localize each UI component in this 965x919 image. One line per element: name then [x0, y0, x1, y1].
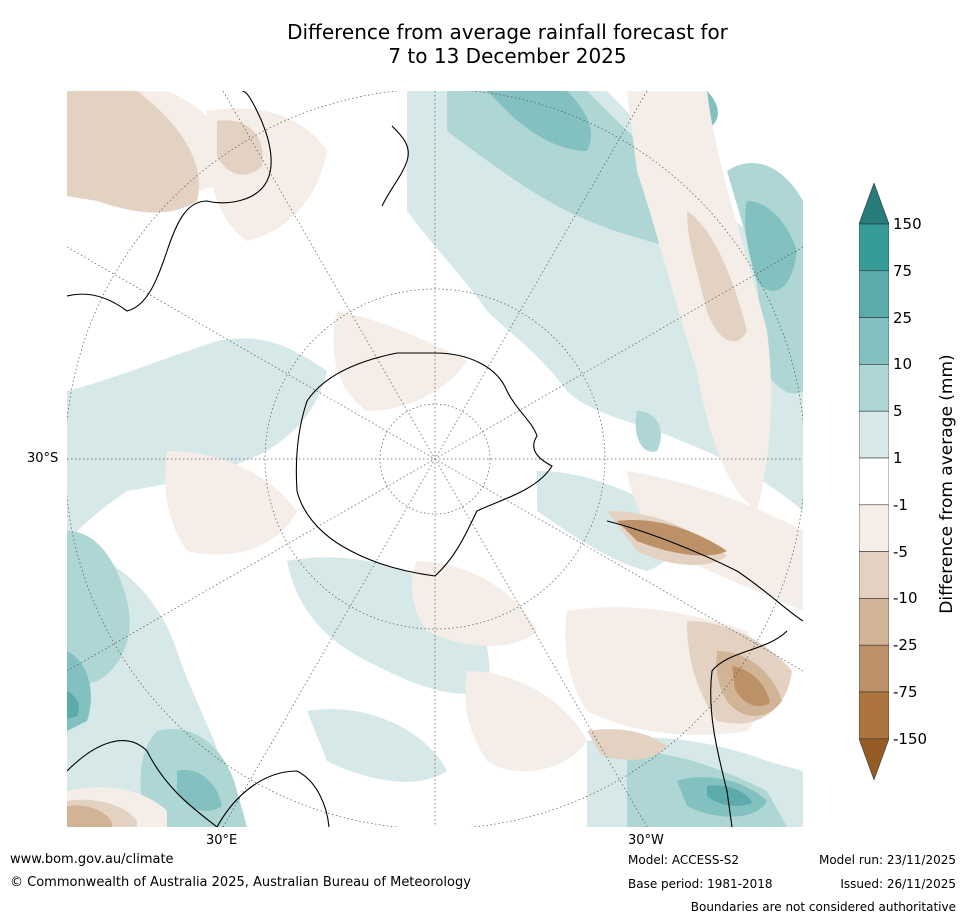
- colorbar-bin: [859, 551, 889, 599]
- colorbar-tick-label: -150: [893, 729, 928, 748]
- model-name: Model: ACCESS-S2: [628, 853, 740, 867]
- copyright-text: © Commonwealth of Australia 2025, Austra…: [10, 875, 471, 890]
- australia-coast: [67, 91, 272, 312]
- colorbar-bin: [859, 317, 889, 365]
- colorbar-tick-label: -1: [893, 495, 908, 514]
- colorbar-tick-label: 75: [893, 261, 913, 280]
- colorbar-bin: [859, 364, 889, 412]
- chart-title: Difference from average rainfall forecas…: [0, 20, 965, 68]
- colorbar-bin: [859, 223, 889, 272]
- africa-coast: [67, 740, 330, 827]
- colorbar-tick-label: 10: [893, 355, 913, 374]
- base-period: Base period: 1981-2018: [628, 877, 773, 891]
- latitude-label-30s: 30°S: [27, 451, 59, 466]
- colorbar-tick-label: -5: [893, 542, 908, 561]
- colorbar-bin: [859, 183, 889, 225]
- colorbar-bin: [859, 504, 889, 552]
- issued-date: Issued: 26/11/2025: [840, 877, 956, 891]
- colorbar-tick-label: 25: [893, 308, 913, 327]
- new-zealand-coast: [381, 125, 409, 207]
- colorbar-tick-label: 5: [893, 402, 903, 421]
- longitude-label-30e: 30°E: [206, 833, 238, 848]
- antarctica-coast: [295, 352, 553, 577]
- colorbar-tick-label: 1: [893, 449, 903, 467]
- south-america-coast: [606, 520, 803, 827]
- rainfall-map[interactable]: [67, 91, 803, 827]
- colorbar-tick-label: -25: [893, 636, 918, 655]
- colorbar-bin: [859, 598, 889, 646]
- colorbar: [859, 183, 889, 781]
- colorbar-tick-label: 150: [893, 215, 922, 233]
- colorbar-bin: [859, 410, 889, 459]
- title-line-2: 7 to 13 December 2025: [388, 44, 627, 68]
- colorbar-bin: [859, 270, 889, 318]
- coastlines: [67, 91, 803, 827]
- colorbar-bin: [859, 691, 889, 740]
- longitude-label-30w: 30°W: [628, 833, 664, 848]
- colorbar-bin: [859, 457, 889, 506]
- colorbar-title: Difference from average (mm): [937, 354, 957, 614]
- model-run-date: Model run: 23/11/2025: [818, 853, 956, 867]
- colorbar-bin: [859, 738, 889, 781]
- website-link[interactable]: www.bom.gov.au/climate: [10, 852, 174, 867]
- colorbar-bin: [859, 644, 889, 693]
- negative-anomaly-areas: [67, 91, 803, 827]
- colorbar-tick-label: -10: [893, 589, 918, 608]
- title-line-1: Difference from average rainfall forecas…: [287, 20, 728, 44]
- colorbar-tick-label: -75: [893, 683, 918, 701]
- graticule: [67, 91, 803, 827]
- boundaries-disclaimer: Boundaries are not considered authoritat…: [690, 900, 956, 914]
